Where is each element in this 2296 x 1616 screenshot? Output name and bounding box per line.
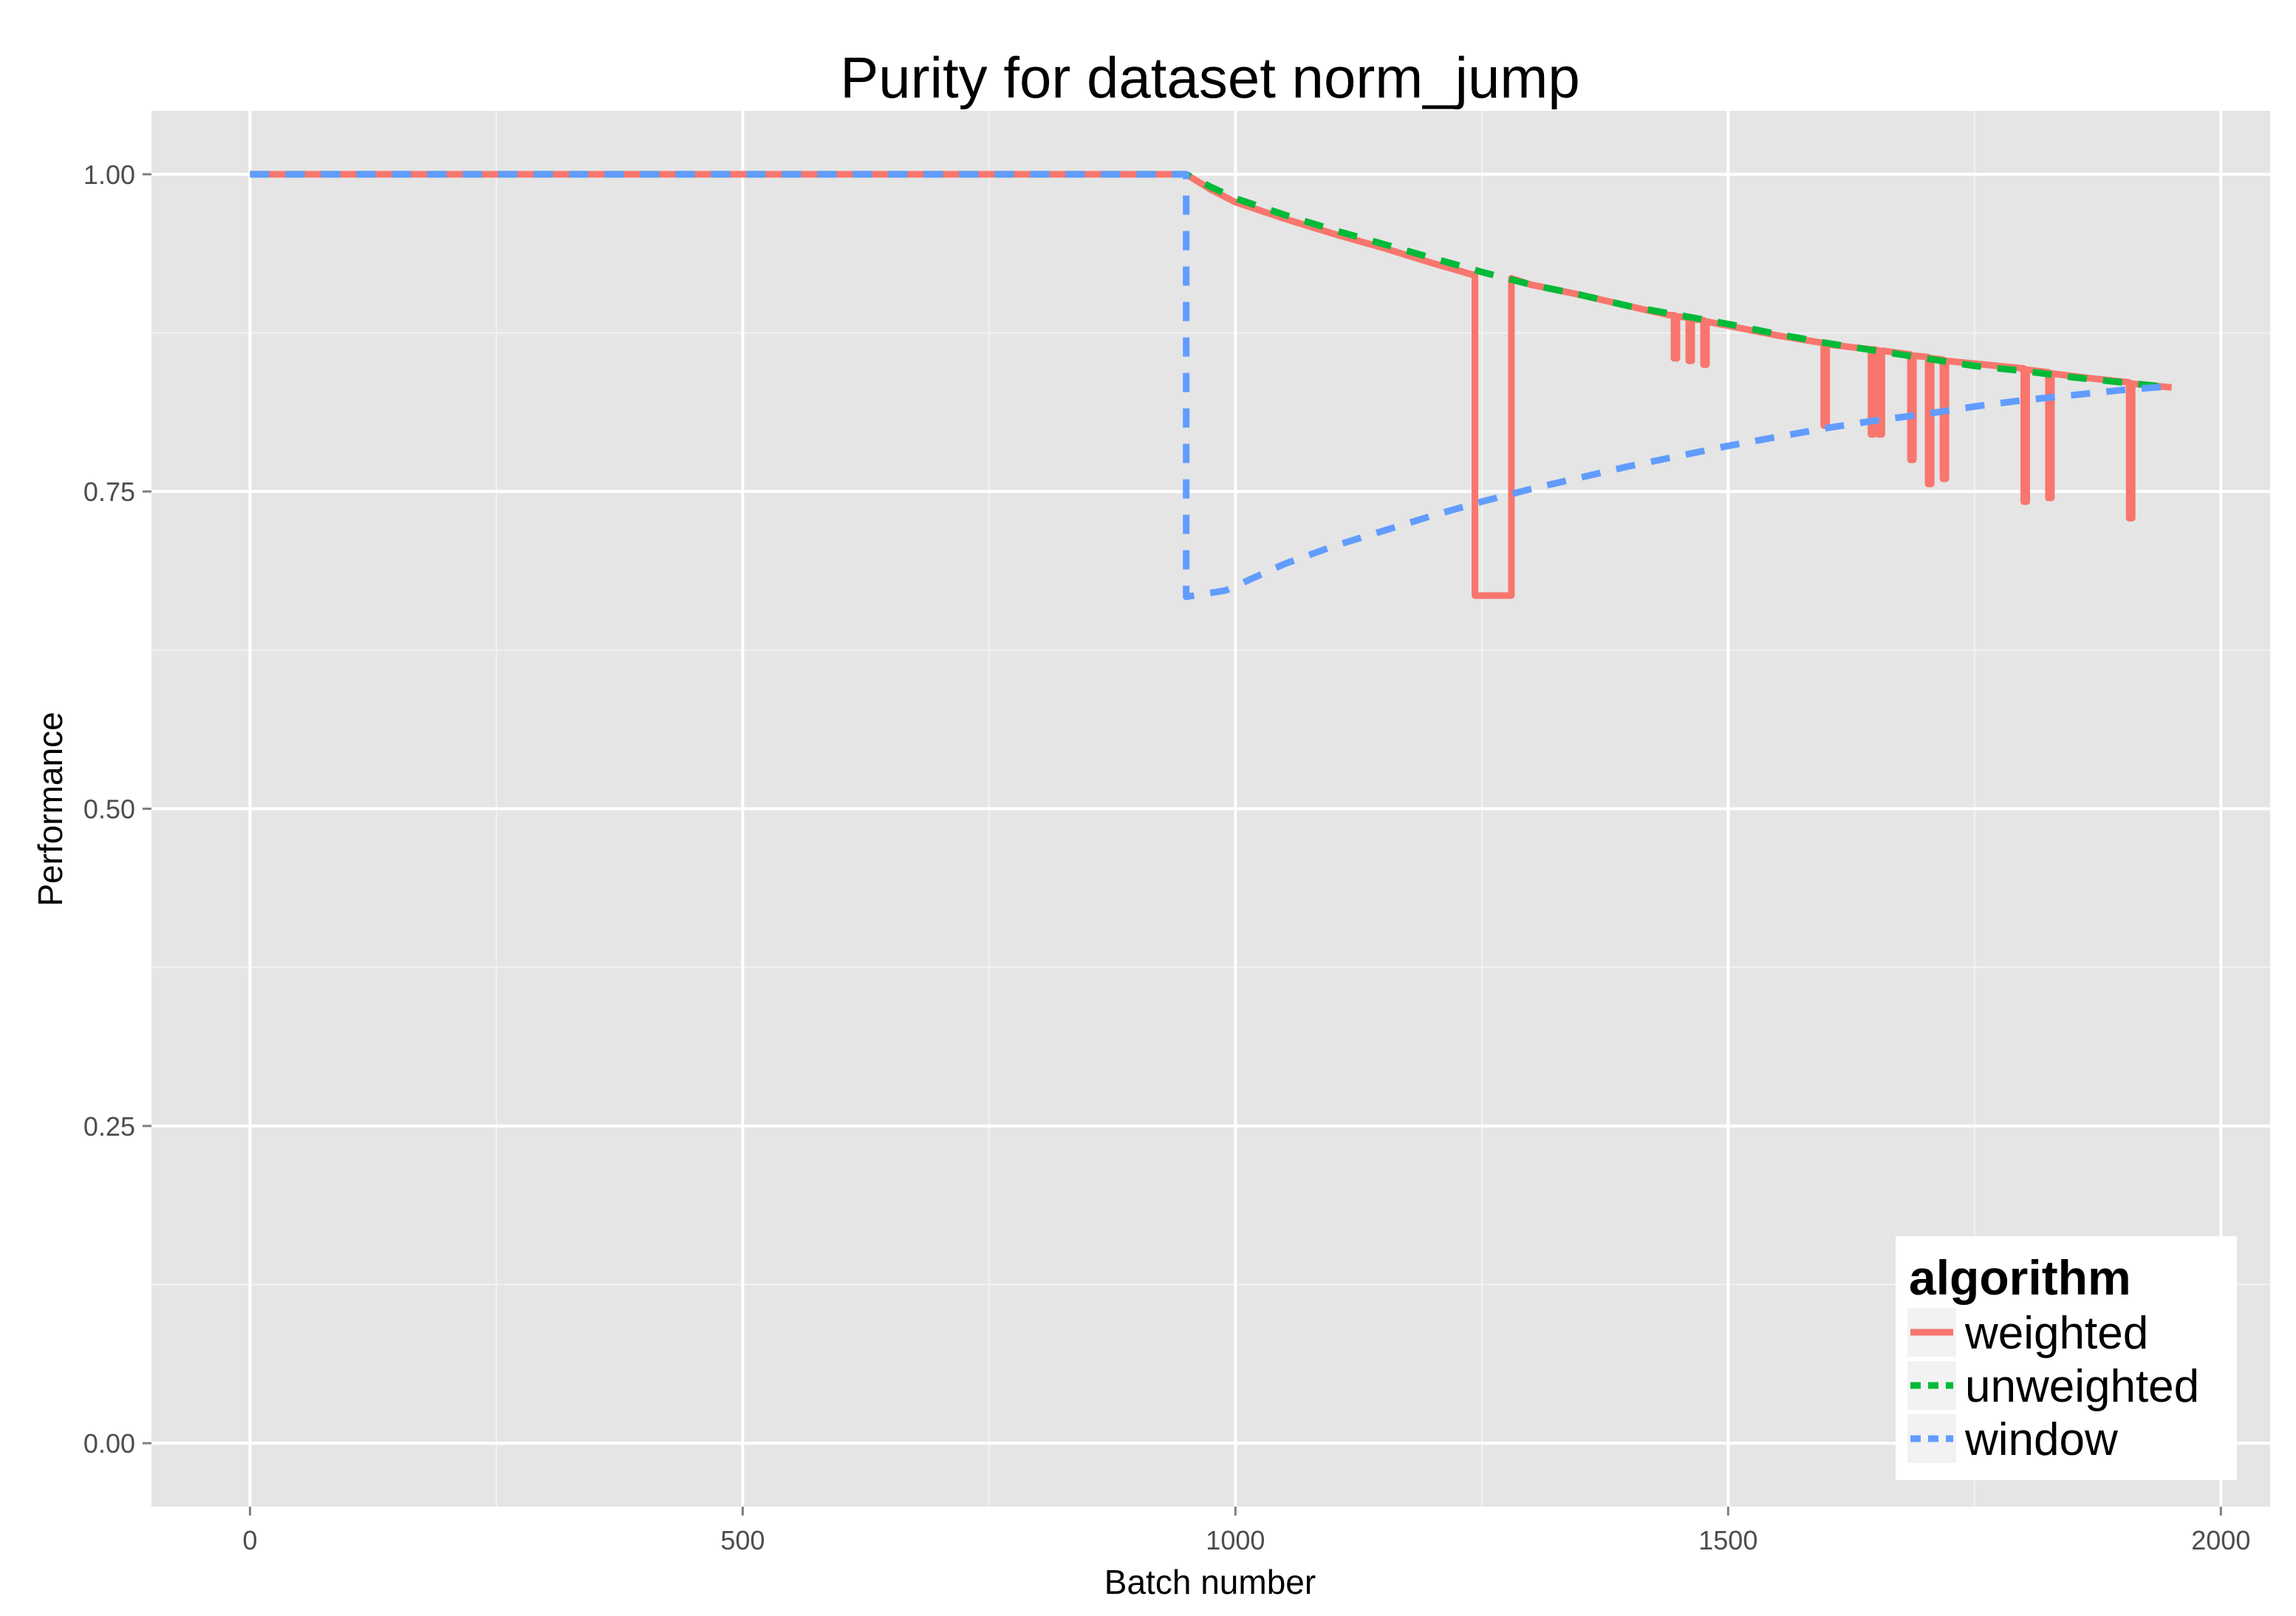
x-tick-label: 1500 — [1698, 1525, 1757, 1555]
y-axis-title: Performance — [31, 712, 69, 906]
x-tick-label: 1000 — [1206, 1525, 1265, 1555]
legend-label-weighted: weighted — [1964, 1308, 2148, 1359]
chart-title: Purity for dataset norm_jump — [840, 45, 1579, 110]
x-axis-title: Batch number — [1104, 1563, 1316, 1601]
x-axis: 0 500 1000 1500 2000 — [242, 1507, 2250, 1555]
x-tick-label: 500 — [720, 1525, 765, 1555]
y-tick-label: 0.25 — [83, 1111, 135, 1142]
y-tick-label: 0.50 — [83, 794, 135, 825]
x-tick-label: 2000 — [2191, 1525, 2250, 1555]
legend-title: algorithm — [1909, 1250, 2131, 1305]
series-layer — [250, 171, 2173, 601]
x-tick-label: 0 — [242, 1525, 257, 1555]
y-tick-label: 0.75 — [83, 477, 135, 507]
y-axis: 0.00 0.25 0.50 0.75 1.00 — [83, 160, 151, 1459]
y-tick-label: 0.00 — [83, 1428, 135, 1459]
y-tick-label: 1.00 — [83, 160, 135, 190]
legend-label-unweighted: unweighted — [1965, 1361, 2199, 1412]
series-line-window — [250, 171, 2172, 601]
legend-label-window: window — [1964, 1414, 2118, 1465]
series-line-unweighted — [250, 171, 2173, 391]
